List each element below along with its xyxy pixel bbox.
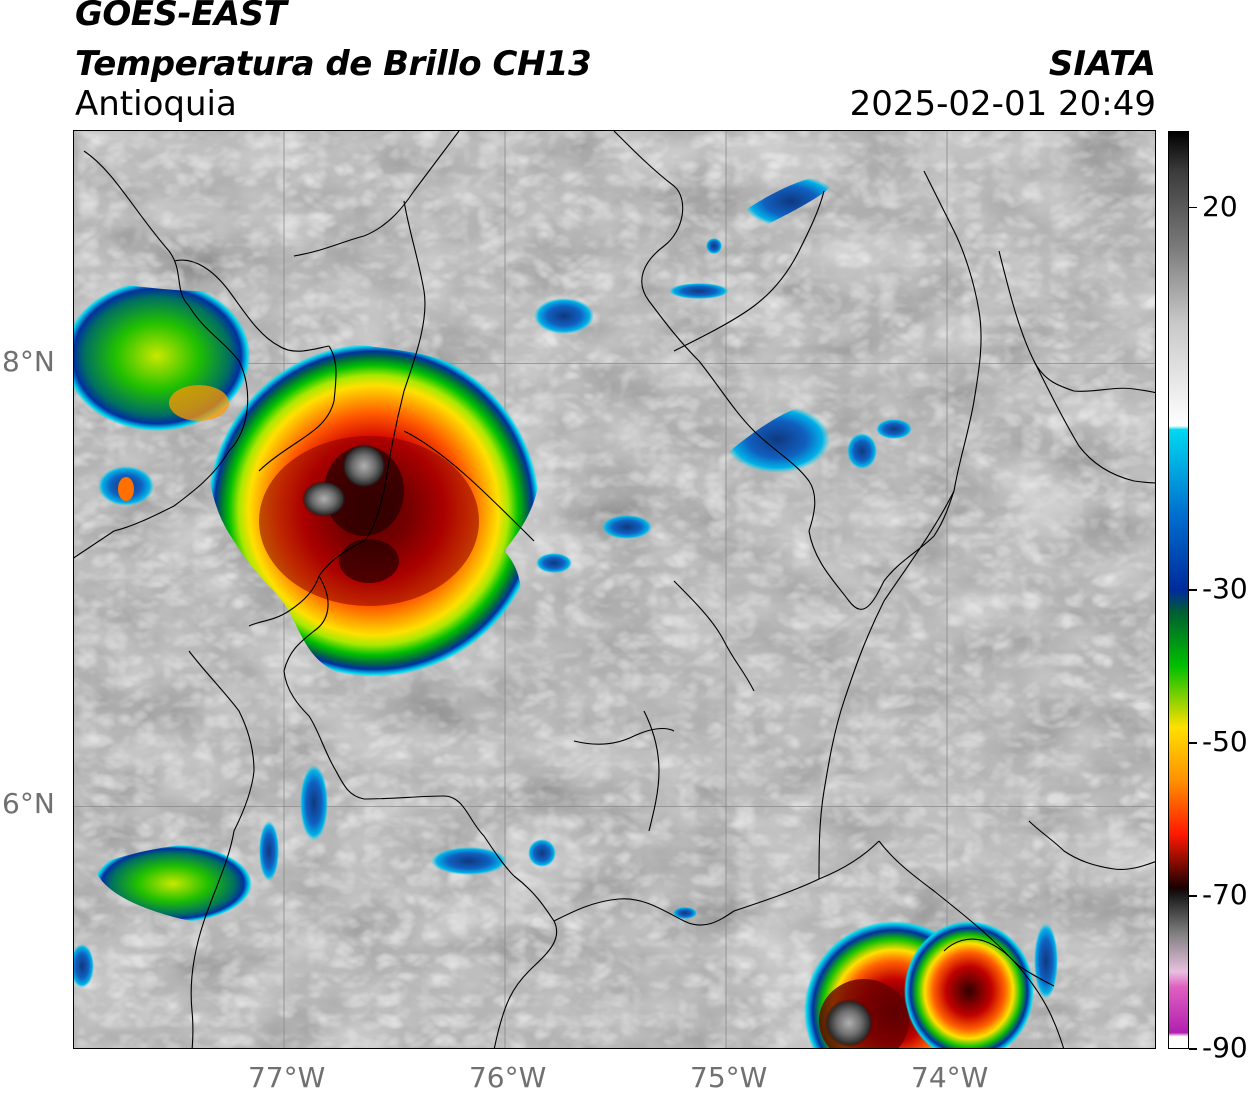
satellite-title: GOES-EAST (75, 0, 287, 34)
organization-label: SIATA (1048, 44, 1156, 84)
lat-tick-label: 8°N (2, 344, 55, 378)
darien-cell (74, 281, 251, 506)
colorbar-tick (1189, 206, 1197, 209)
lon-tick-label: 74°W (911, 1061, 989, 1094)
northern-cells (534, 175, 1058, 999)
datetime-label: 2025-02-01 20:49 (849, 84, 1156, 124)
colorbar-tick-label: -70 (1202, 878, 1248, 911)
colorbar-tick-label: -90 (1202, 1031, 1248, 1064)
colorbar-tick-label: -30 (1202, 572, 1248, 605)
brightness-temperature-image (74, 131, 1155, 1048)
colorbar-tick (1189, 895, 1197, 897)
product-title: Temperatura de Brillo CH13 (75, 44, 592, 84)
lat-tick-label: 6°N (2, 787, 55, 821)
colorbar-tick (1189, 1048, 1197, 1050)
colorbar-tick-label: -50 (1202, 725, 1248, 758)
region-label: Antioquia (75, 84, 237, 124)
colorbar-tick (1189, 742, 1197, 744)
satellite-map[interactable] (73, 130, 1156, 1049)
lon-tick-label: 76°W (468, 1061, 547, 1094)
pacific-cell (74, 765, 556, 988)
temperature-colorbar (1168, 131, 1189, 1049)
colorbar-tick-label: 20 (1202, 189, 1238, 223)
lon-tick-label: 75°W (690, 1061, 768, 1094)
lon-tick-label: 77°W (247, 1061, 326, 1094)
colorbar-tick (1189, 589, 1197, 591)
southeast-storm (804, 921, 1034, 1048)
administrative-borders (74, 131, 1155, 1048)
main-convective-system (207, 343, 540, 677)
